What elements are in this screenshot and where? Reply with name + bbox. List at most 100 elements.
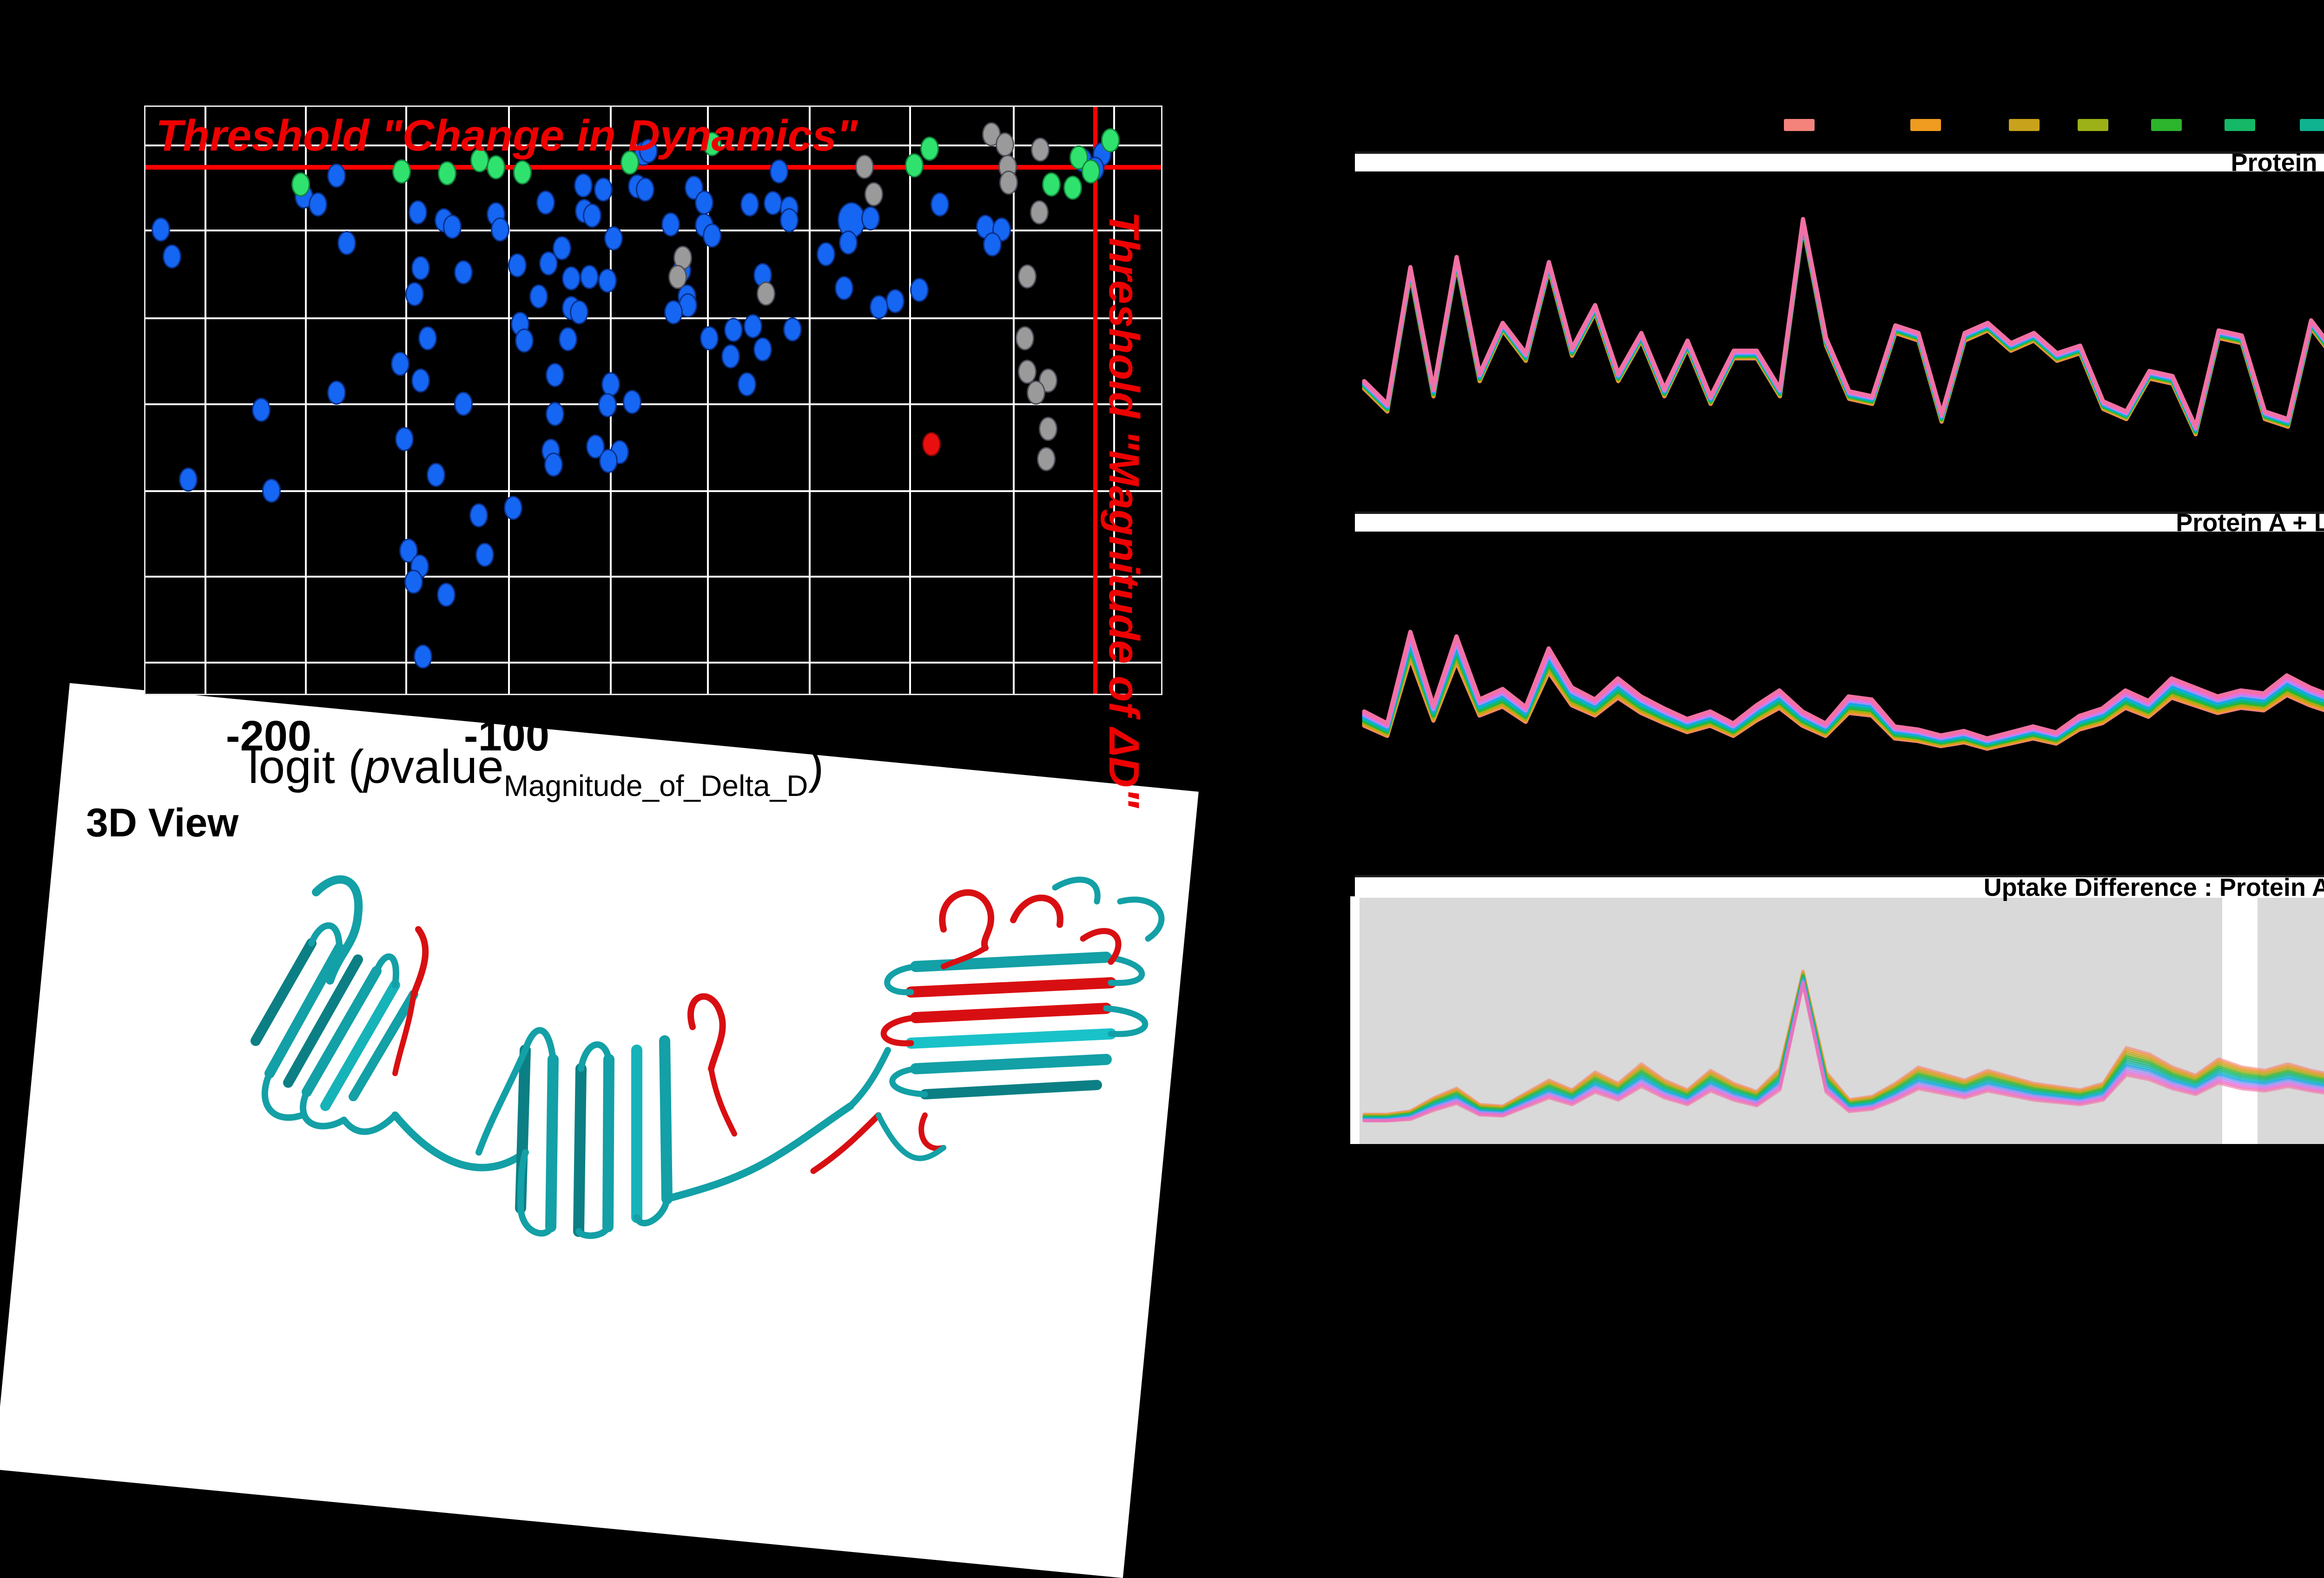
legend-swatch-timepoint-2 bbox=[1910, 119, 1941, 131]
scatter-point-non-significant bbox=[694, 190, 713, 215]
scatter-point-change-in-dynamics bbox=[392, 159, 411, 184]
scatter-point-magnitude-only bbox=[757, 281, 776, 306]
scatter-point-non-significant bbox=[599, 448, 618, 473]
scatter-point-non-significant bbox=[395, 427, 414, 451]
scatter-point-non-significant bbox=[983, 232, 1002, 256]
scatter-point-non-significant bbox=[337, 231, 356, 256]
threshold-change-in-dynamics-label: Threshold "Change in Dynamics" bbox=[156, 111, 858, 160]
scatter-point-non-significant bbox=[583, 203, 602, 228]
uptake-line-uptake-protein-a-t7 bbox=[1362, 221, 2324, 433]
volcano-plot[interactable]: Threshold "Change in Dynamics" bbox=[144, 105, 1162, 695]
uptake-line-uptake-protein-a-t2 bbox=[1362, 224, 2324, 436]
scatter-point-non-significant bbox=[703, 223, 722, 248]
uptake-line-uptake-protein-a-t4 bbox=[1362, 223, 2324, 434]
scatter-point-non-significant bbox=[743, 314, 762, 339]
scatter-point-change-in-dynamics bbox=[291, 172, 310, 197]
threshold-magnitude-label: Threshold "Magnitude of ΔD" bbox=[1100, 211, 1148, 808]
uptake-line-uptake-protein-a-ligand-t8 bbox=[1362, 640, 2324, 745]
scatter-point-change-in-dynamics bbox=[920, 136, 939, 161]
scatter-point-non-significant bbox=[664, 300, 683, 325]
scatter-point-non-significant bbox=[327, 163, 346, 188]
uptake-line-uptake-protein-a-t12 bbox=[1362, 217, 2324, 430]
uptake-line-uptake-protein-a-t1 bbox=[1362, 224, 2324, 437]
3d-view-title: 3D View bbox=[86, 801, 239, 845]
scatter-point-magnitude-only bbox=[999, 170, 1018, 195]
scatter-point-magnitude-only bbox=[1017, 264, 1037, 289]
gridline bbox=[1113, 107, 1116, 694]
uptake-line-uptake-protein-a-ligand-t10 bbox=[1362, 636, 2324, 743]
scatter-point-non-significant bbox=[740, 192, 759, 217]
scatter-point-magnitude-only bbox=[864, 182, 883, 207]
scatter-point-non-significant bbox=[861, 206, 880, 230]
scatter-point-non-significant bbox=[598, 393, 617, 417]
gridline bbox=[204, 107, 206, 694]
scatter-point-non-significant bbox=[508, 253, 527, 277]
legend-swatch-timepoint-3 bbox=[2009, 119, 2040, 131]
gridline bbox=[145, 490, 1161, 492]
scatter-point-magnitude-only bbox=[1017, 359, 1037, 384]
hdx-dashboard: { "app": {"background": "#000000"}, "vol… bbox=[0, 105, 2324, 1578]
scatter-point-change-in-dynamics bbox=[486, 155, 505, 180]
scatter-point-non-significant bbox=[558, 327, 577, 352]
scatter-point-magnitude-only bbox=[855, 154, 874, 179]
legend-swatch-timepoint-4 bbox=[2078, 119, 2108, 131]
scatter-point-non-significant bbox=[454, 392, 473, 416]
uptake-line-uptake-protein-a-t11 bbox=[1362, 218, 2324, 430]
uptake-line-uptake-protein-a-ligand-t11 bbox=[1362, 634, 2324, 743]
gridline bbox=[707, 107, 709, 694]
scatter-point-non-significant bbox=[700, 326, 719, 350]
scatter-point-non-significant bbox=[418, 326, 437, 350]
scatter-point-non-significant bbox=[869, 295, 888, 319]
scatter-point-non-significant bbox=[405, 282, 424, 306]
scatter-point-non-significant bbox=[839, 230, 858, 255]
uptake-line-uptake-protein-a-ligand-t5 bbox=[1362, 647, 2324, 748]
scatter-point-non-significant bbox=[544, 453, 563, 477]
uptake-line-uptake-protein-a-t13 bbox=[1362, 217, 2324, 429]
scatter-point-non-significant bbox=[178, 467, 198, 492]
scatter-point-non-significant bbox=[413, 644, 432, 669]
scatter-point-non-significant bbox=[639, 138, 658, 163]
scatter-point-magnitude-only bbox=[1030, 200, 1049, 225]
scatter-point-magnitude-only bbox=[1030, 138, 1050, 162]
panel-title-protein-a-text: Protein A bbox=[2231, 149, 2324, 177]
scatter-point-change-in-dynamics bbox=[437, 161, 456, 185]
scatter-point-change-in-dynamics bbox=[1101, 128, 1120, 152]
scatter-point-change-in-dynamics bbox=[621, 150, 640, 175]
uptake-line-uptake-protein-a-ligand-t7 bbox=[1362, 643, 2324, 746]
scatter-point-non-significant bbox=[885, 289, 905, 314]
scatter-point-non-significant bbox=[545, 363, 564, 388]
axis-label-p: p bbox=[364, 740, 390, 793]
scatter-point-change-in-dynamics bbox=[1063, 176, 1082, 200]
gridline bbox=[145, 576, 1161, 578]
panel-title-protein-a: Protein A bbox=[1355, 149, 2324, 177]
scatter-point-change-in-dynamics bbox=[1042, 172, 1061, 197]
scatter-point-non-significant bbox=[770, 159, 789, 184]
scatter-point-non-significant bbox=[580, 265, 599, 289]
uptake-line-uptake-protein-a-t9 bbox=[1362, 219, 2324, 432]
scatter-point-non-significant bbox=[764, 191, 783, 216]
uptake-line-uptake-protein-a-t5 bbox=[1362, 222, 2324, 434]
scatter-point-non-significant bbox=[404, 569, 423, 594]
panel-title-protein-a-ligand: Protein A + Ligand bbox=[1355, 509, 2324, 537]
scatter-point-non-significant bbox=[327, 381, 346, 405]
uptake-line-uptake-protein-a-ligand-t1 bbox=[1362, 656, 2324, 751]
scatter-point-magnitude-only bbox=[1039, 417, 1058, 441]
x-tick-minus-100: -100 bbox=[463, 712, 550, 760]
scatter-point-non-significant bbox=[661, 212, 680, 237]
gridline bbox=[405, 107, 408, 694]
uptake-line-uptake-protein-a-ligand-t2 bbox=[1362, 654, 2324, 750]
coverage-block bbox=[1360, 896, 2222, 1144]
axis-label-prefix: logit ( bbox=[248, 740, 364, 793]
scatter-point-non-significant bbox=[569, 300, 588, 325]
legend-swatch-timepoint-7 bbox=[2300, 119, 2324, 131]
volcano-x-axis-label: logit (pvalueMagnitude_of_Delta_D) bbox=[248, 740, 824, 803]
scatter-point-magnitude-only bbox=[982, 122, 1001, 147]
gridline bbox=[305, 107, 307, 694]
scatter-point-non-significant bbox=[598, 268, 617, 293]
scatter-point-non-significant bbox=[604, 226, 623, 250]
gridline bbox=[145, 229, 1161, 231]
scatter-point-non-significant bbox=[426, 462, 445, 487]
gridline bbox=[508, 107, 510, 694]
scatter-point-non-significant bbox=[475, 542, 494, 567]
scatter-point-non-significant bbox=[486, 202, 505, 227]
